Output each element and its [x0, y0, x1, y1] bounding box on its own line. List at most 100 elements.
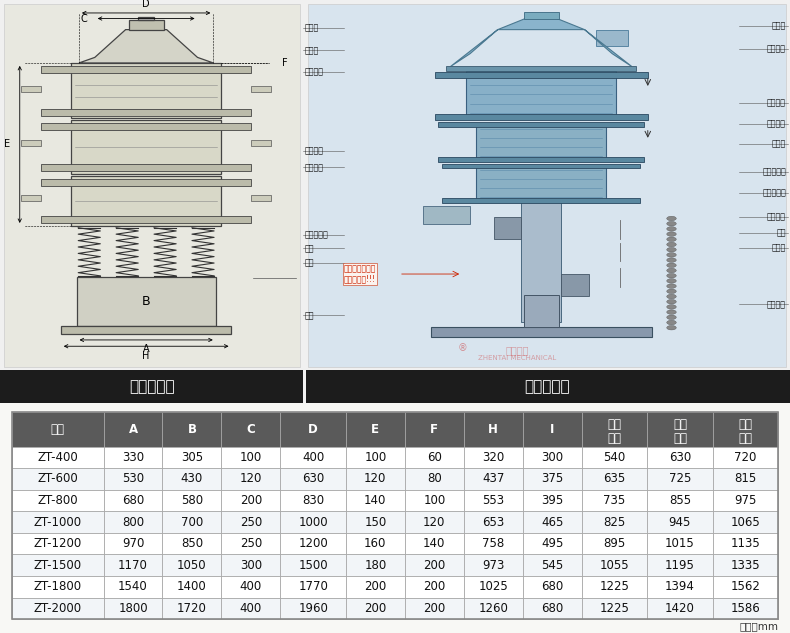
Text: 压紧环: 压紧环: [304, 46, 318, 55]
Bar: [346, 468, 404, 490]
Bar: [163, 446, 221, 468]
Text: 外形尺寸图: 外形尺寸图: [130, 379, 175, 394]
Bar: [442, 197, 640, 203]
Bar: [431, 327, 652, 337]
Text: 375: 375: [541, 472, 563, 486]
Text: 200: 200: [364, 602, 386, 615]
Text: 高度: 高度: [673, 432, 687, 444]
Text: 653: 653: [482, 516, 504, 529]
Text: 1000: 1000: [299, 516, 328, 529]
Text: 758: 758: [482, 537, 504, 550]
Text: 1335: 1335: [731, 559, 760, 572]
Bar: [163, 598, 221, 619]
Text: 小尺寸排料: 小尺寸排料: [304, 230, 328, 239]
Bar: [61, 326, 231, 334]
Text: 1195: 1195: [665, 559, 695, 572]
Text: 1015: 1015: [665, 537, 694, 550]
Circle shape: [667, 232, 676, 236]
Bar: [647, 576, 713, 598]
Bar: [435, 72, 648, 78]
Bar: [523, 555, 581, 576]
Text: 一层: 一层: [608, 418, 622, 431]
Bar: [71, 176, 221, 226]
Bar: [103, 413, 163, 446]
Bar: [581, 446, 647, 468]
Bar: [221, 446, 280, 468]
Bar: [494, 216, 521, 239]
Text: 防尘盖: 防尘盖: [304, 23, 318, 33]
Text: 400: 400: [302, 451, 324, 464]
Bar: [438, 156, 644, 162]
Bar: [581, 555, 647, 576]
Text: 895: 895: [604, 537, 626, 550]
Bar: [596, 30, 628, 46]
Text: 200: 200: [423, 602, 446, 615]
Bar: [523, 413, 581, 446]
Bar: [129, 20, 164, 30]
Bar: [12, 413, 778, 619]
Bar: [404, 555, 464, 576]
Text: 1225: 1225: [600, 602, 630, 615]
Text: 580: 580: [181, 494, 203, 507]
Text: 1065: 1065: [731, 516, 760, 529]
Text: 单位：mm: 单位：mm: [739, 621, 778, 631]
Circle shape: [667, 263, 676, 268]
Text: 1260: 1260: [478, 602, 508, 615]
Text: ZT-1000: ZT-1000: [34, 516, 81, 529]
Bar: [103, 576, 163, 598]
Bar: [713, 413, 778, 446]
Bar: [647, 490, 713, 511]
Bar: [251, 140, 271, 146]
Bar: [464, 490, 523, 511]
Text: 100: 100: [364, 451, 386, 464]
Text: 330: 330: [122, 451, 144, 464]
Bar: [221, 555, 280, 576]
Bar: [404, 413, 464, 446]
Text: 运输用固定螺栓
试机时去掉!!!: 运输用固定螺栓 试机时去掉!!!: [344, 265, 376, 284]
Circle shape: [667, 289, 676, 294]
Bar: [581, 511, 647, 533]
Bar: [523, 533, 581, 555]
Bar: [0, 370, 304, 403]
Bar: [523, 576, 581, 598]
Bar: [404, 598, 464, 619]
Bar: [251, 195, 271, 201]
Bar: [464, 413, 523, 446]
Text: 945: 945: [668, 516, 691, 529]
Circle shape: [667, 320, 676, 325]
Text: 530: 530: [122, 472, 144, 486]
Bar: [77, 277, 216, 326]
Text: ZT-1800: ZT-1800: [34, 580, 81, 593]
Bar: [581, 576, 647, 598]
Text: B: B: [142, 295, 150, 308]
Bar: [103, 468, 163, 490]
Bar: [464, 555, 523, 576]
Bar: [163, 533, 221, 555]
Text: H: H: [142, 351, 150, 361]
Text: 型号: 型号: [51, 423, 65, 436]
Text: ®: ®: [457, 343, 467, 353]
Bar: [280, 533, 346, 555]
Bar: [464, 446, 523, 468]
Bar: [103, 490, 163, 511]
Bar: [251, 86, 271, 92]
Text: 680: 680: [541, 580, 563, 593]
Bar: [221, 490, 280, 511]
Bar: [647, 533, 713, 555]
Circle shape: [667, 222, 676, 226]
Text: 850: 850: [181, 537, 203, 550]
Text: 630: 630: [669, 451, 691, 464]
Text: 橡胶球: 橡胶球: [772, 139, 786, 148]
Text: 250: 250: [240, 537, 262, 550]
Text: 200: 200: [423, 580, 446, 593]
Circle shape: [667, 237, 676, 242]
Bar: [4, 4, 300, 367]
Text: A: A: [129, 423, 137, 436]
Text: 400: 400: [240, 602, 262, 615]
Text: 弹簧: 弹簧: [304, 258, 314, 267]
Text: 320: 320: [482, 451, 504, 464]
Text: 1800: 1800: [118, 602, 148, 615]
Circle shape: [667, 310, 676, 315]
Text: 1500: 1500: [299, 559, 328, 572]
Circle shape: [667, 258, 676, 262]
